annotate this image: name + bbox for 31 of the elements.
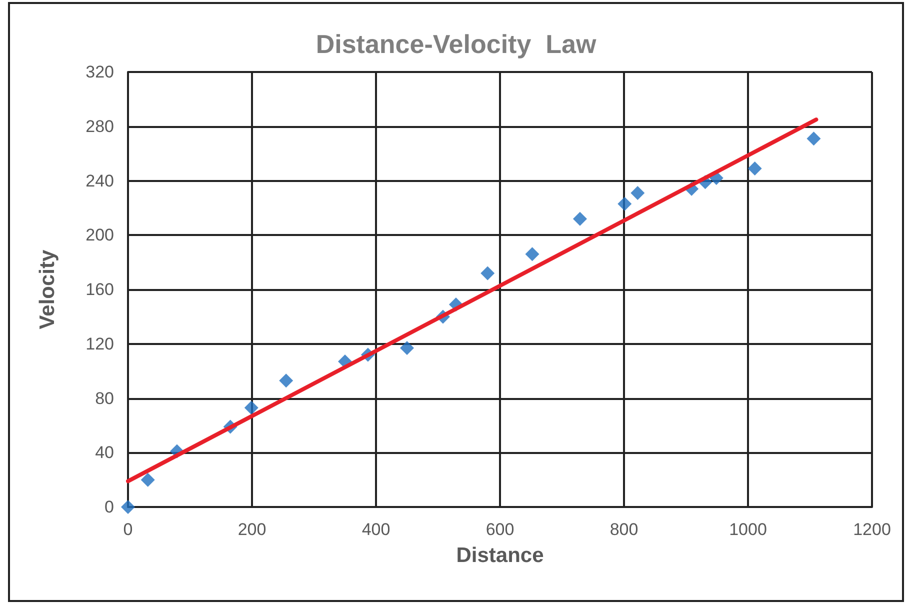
chart-title: Distance-Velocity Law <box>316 29 597 59</box>
point <box>806 132 821 146</box>
point <box>140 472 155 487</box>
point <box>572 212 587 226</box>
point <box>279 374 294 388</box>
y-tick-label: 120 <box>86 334 114 354</box>
x-tick-label: 800 <box>610 520 638 539</box>
point <box>630 186 645 200</box>
x-tick-label: 1000 <box>729 520 767 539</box>
y-tick-label: 200 <box>86 226 114 245</box>
y-tick-label: 0 <box>104 498 114 516</box>
x-tick-label: 200 <box>238 520 266 539</box>
point <box>121 500 135 514</box>
point <box>244 400 258 415</box>
y-tick-label: 80 <box>95 388 114 408</box>
point <box>618 196 632 211</box>
y-tick-label: 40 <box>95 443 114 462</box>
point <box>480 266 495 280</box>
x-tick-label: 1200 <box>853 520 891 539</box>
x-tick-label: 400 <box>362 520 390 539</box>
point <box>400 340 414 355</box>
y-tick-label: 320 <box>86 62 114 82</box>
y-tick-label: 160 <box>86 280 114 299</box>
y-axis-title: Velocity <box>36 250 59 330</box>
x-tick-label: 600 <box>486 520 514 539</box>
x-tick-label: 0 <box>123 520 133 539</box>
y-tick-label: 280 <box>86 116 114 136</box>
x-axis-title: Distance <box>456 544 544 567</box>
point <box>748 162 762 176</box>
point <box>525 247 540 262</box>
y-tick-label: 240 <box>86 171 114 190</box>
